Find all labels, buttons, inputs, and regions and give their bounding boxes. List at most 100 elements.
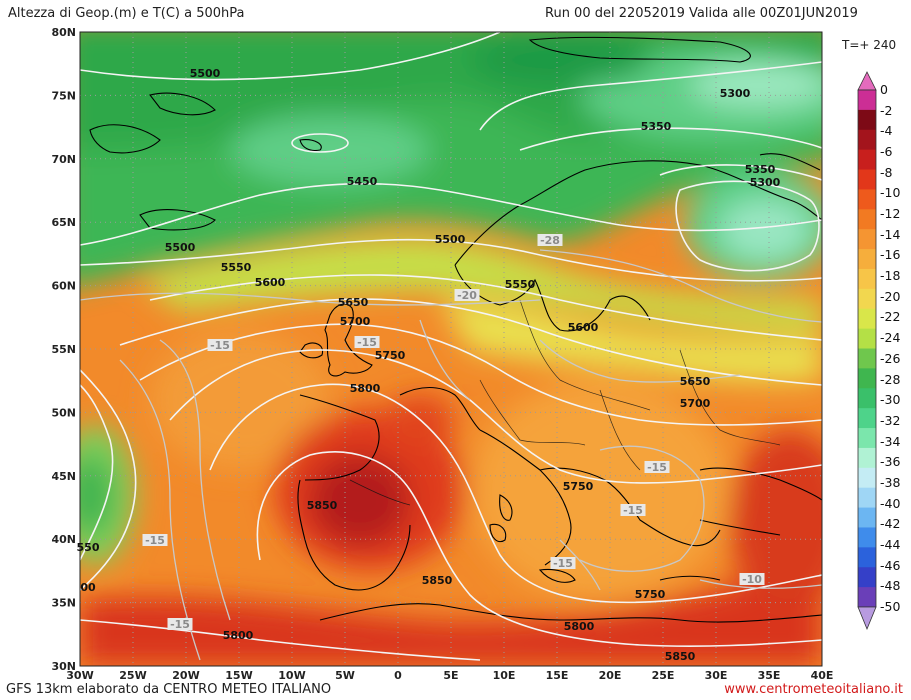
colorbar-label: -44: [880, 536, 901, 552]
lon-tick-label: 0: [394, 669, 402, 682]
colorbar-swatch: [858, 587, 876, 608]
lon-tick-label: 40E: [811, 669, 834, 682]
geopotential-label: 5550: [221, 261, 252, 274]
geopotential-label: 5500: [190, 67, 221, 80]
colorbar-swatch: [858, 487, 876, 509]
geopotential-label: 5700: [340, 315, 371, 328]
colorbar-swatch: [858, 90, 876, 111]
lon-tick-label: 15W: [225, 669, 252, 682]
colorbar-swatch: [858, 288, 876, 310]
geopotential-label: 5700: [680, 397, 711, 410]
colorbar-swatch: [858, 328, 876, 349]
colorbar-label: -14: [880, 226, 901, 242]
lon-tick-label: 30W: [66, 669, 93, 682]
colorbar-label: -40: [880, 495, 901, 511]
colorbar-label: 0: [880, 82, 888, 97]
colorbar-label: -28: [880, 371, 901, 387]
geopotential-label: 5750: [563, 480, 594, 493]
footer-credit: GFS 13km elaborato da CENTRO METEO ITALI…: [6, 682, 332, 697]
colorbar-label: -8: [880, 164, 893, 180]
colorbar-swatch: [858, 368, 876, 389]
lon-tick-label: 20W: [172, 669, 199, 682]
colorbar-label: -22: [880, 309, 901, 325]
colorbar-swatch: [858, 388, 876, 409]
lat-tick-label: 35N: [51, 597, 76, 610]
isotherm-label: -28: [540, 234, 560, 247]
isotherm-label: -20: [457, 289, 477, 302]
colorbar-label: -38: [880, 474, 901, 490]
geopotential-contours: [80, 32, 822, 661]
lon-tick-label: 10W: [278, 669, 305, 682]
isotherm-label: -15: [623, 504, 643, 517]
colorbar-label: -16: [880, 247, 901, 263]
lat-tick-label: 60N: [51, 280, 76, 293]
geopotential-label: 5750: [635, 588, 666, 601]
colorbar-label: -4: [880, 123, 893, 139]
geopotential-label: 5750: [375, 349, 406, 362]
colorbar-label: -34: [880, 433, 901, 449]
isotherm-label: -15: [145, 534, 165, 547]
colorbar-swatch: [858, 408, 876, 429]
lat-tick-label: 75N: [51, 89, 76, 102]
lon-tick-label: 30E: [705, 669, 728, 682]
colorbar-label: -6: [880, 144, 893, 160]
colorbar-swatch: [858, 428, 876, 449]
lat-tick-label: 50N: [51, 406, 76, 419]
colorbar-label: -20: [880, 288, 901, 304]
run-validity-text: Run 00 del 22052019 Valida alle 00Z01JUN…: [545, 6, 858, 21]
lon-tick-label: 20E: [599, 669, 622, 682]
lat-tick-label: 65N: [51, 216, 76, 229]
lat-tick-label: 80N: [51, 26, 76, 39]
colorbar-swatch: [858, 527, 876, 548]
geopotential-label: 5850: [665, 650, 696, 663]
colorbar-swatch: [858, 547, 876, 568]
geopotential-label: 5450: [347, 175, 378, 188]
geopotential-label: 5650: [338, 296, 369, 309]
geopotential-label: 5850: [307, 499, 338, 512]
colorbar-swatch: [858, 149, 876, 171]
lat-tick-label: 30N: [51, 660, 76, 673]
geopotential-label: 5850: [422, 574, 453, 587]
geopotential-label: 5300: [750, 176, 781, 189]
colorbar-label: -10: [880, 185, 901, 201]
isotherm-label: -15: [357, 336, 377, 349]
isotherm-label: -15: [553, 557, 573, 570]
colorbar-swatch: [858, 308, 876, 330]
lat-tick-label: 45N: [51, 470, 76, 483]
temperature-isotherms: [80, 249, 822, 661]
colorbar-swatch: [858, 467, 876, 489]
geopotential-label: 5350: [745, 163, 776, 176]
colorbar-label: -26: [880, 350, 901, 366]
lon-tick-label: 15E: [546, 669, 569, 682]
temperature-field: [80, 32, 822, 666]
geopotential-label: 5650: [680, 375, 711, 388]
lon-tick-label: 5W: [335, 669, 355, 682]
lat-tick-label: 40N: [51, 533, 76, 546]
geopotential-label: 5300: [720, 87, 751, 100]
colorbar-swatch: [858, 229, 876, 250]
geopotential-label: 5800: [223, 629, 254, 642]
lon-tick-label: 5E: [443, 669, 458, 682]
colorbar-swatch: [858, 109, 876, 131]
temperature-colorbar: [857, 71, 877, 631]
geopotential-label: 5800: [350, 382, 381, 395]
colorbar-swatch: [858, 507, 876, 528]
colorbar-swatch: [858, 169, 876, 190]
colorbar-label: -18: [880, 268, 901, 284]
geopotential-label: 5500: [165, 241, 196, 254]
footer-website: www.centrometeoitaliano.it: [724, 682, 903, 697]
colorbar-label: -48: [880, 578, 901, 594]
colorbar-swatch: [858, 348, 876, 369]
isotherm-label: -15: [210, 339, 230, 352]
lon-tick-label: 10E: [493, 669, 516, 682]
geopotential-label: 5800: [564, 620, 595, 633]
colorbar-swatch: [858, 567, 876, 588]
colorbar-swatch: [858, 447, 876, 469]
isotherm-label: -10: [742, 573, 762, 586]
colorbar-label: -42: [880, 516, 901, 532]
colorbar-label: -2: [880, 102, 893, 118]
geopotential-label: 5600: [255, 276, 286, 289]
colorbar-label: -46: [880, 557, 901, 573]
lon-tick-label: 25E: [652, 669, 675, 682]
